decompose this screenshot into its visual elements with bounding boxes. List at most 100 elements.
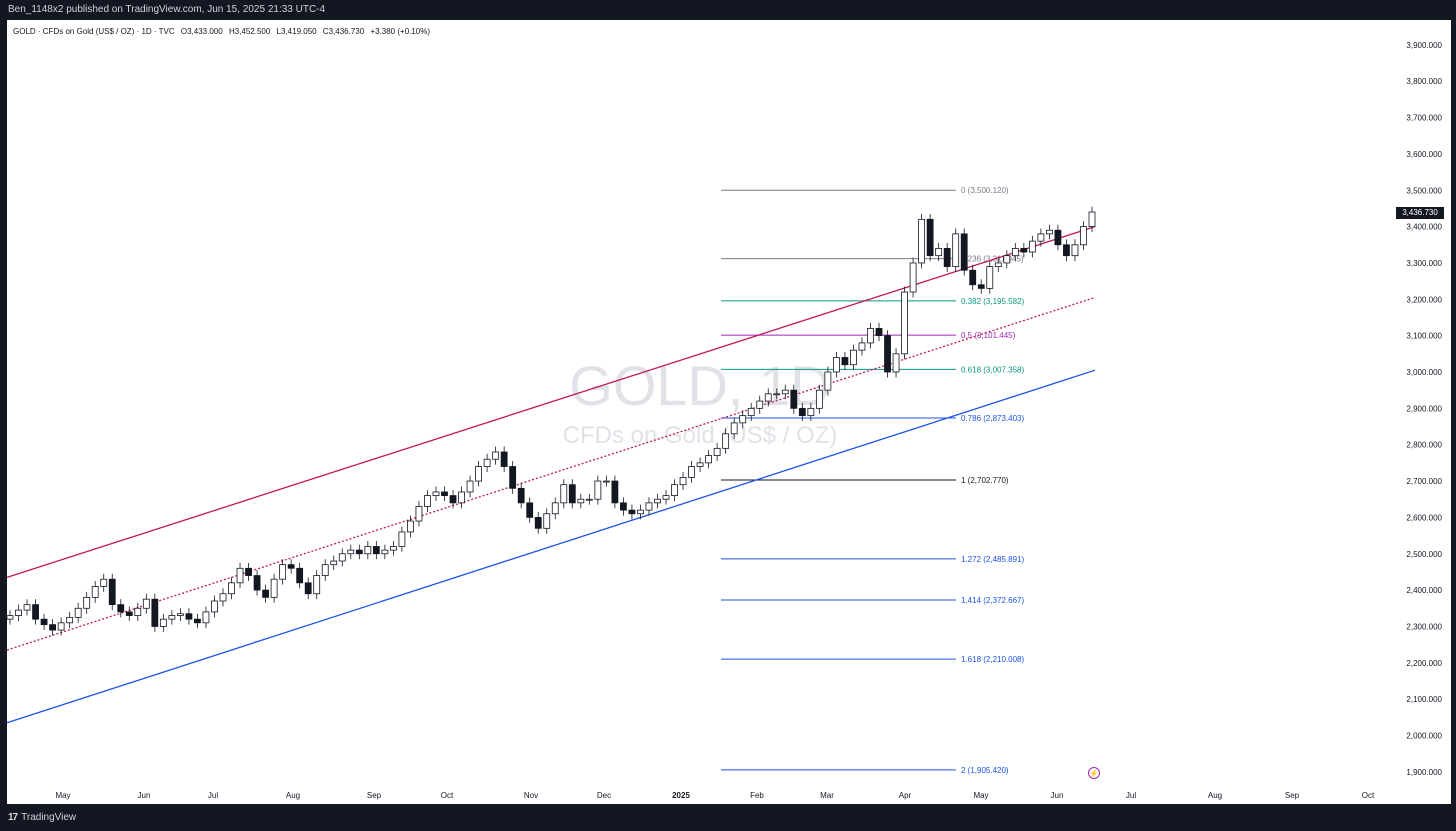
candle-body	[543, 513, 551, 529]
tv-logo-icon: 17	[8, 812, 18, 823]
candle-body	[398, 531, 406, 547]
candle-body	[458, 491, 465, 504]
candle-body	[662, 495, 670, 500]
x-tick-label: Sep	[367, 791, 382, 800]
ohlc-open: O3,433.000	[180, 27, 223, 36]
candle-body	[602, 480, 610, 483]
candle-body	[492, 451, 500, 460]
candle-body	[355, 549, 363, 555]
candle-body	[338, 553, 346, 562]
fib-levels[interactable]: 0 (3,500.120)0.236 (3,311.945)0.382 (3,1…	[721, 186, 1024, 775]
fib-label: 0.618 (3,007.358)	[961, 365, 1024, 374]
y-tick-label: 2,300.000	[1406, 622, 1442, 631]
candle-body	[1028, 240, 1036, 253]
candle-body	[304, 582, 312, 595]
x-tick-label: Oct	[441, 791, 454, 800]
tradingview-logo[interactable]: 17 TradingView	[8, 812, 76, 823]
y-tick-label: 3,100.000	[1406, 332, 1442, 341]
candle-body	[1020, 248, 1028, 253]
candle-body	[432, 491, 440, 496]
candle-body	[773, 393, 781, 396]
candle-body	[935, 248, 943, 257]
channel-line	[6, 369, 1096, 724]
candle-body	[176, 613, 184, 616]
candle-body	[747, 407, 755, 417]
y-tick-label: 2,000.000	[1406, 732, 1442, 741]
candles	[6, 206, 1096, 636]
chart-frame	[7, 20, 1451, 804]
candle-body	[875, 327, 883, 337]
candle-body	[407, 520, 414, 533]
candle-body	[270, 578, 278, 598]
candle-body	[49, 624, 56, 631]
candle-body	[330, 560, 338, 566]
candle-body	[125, 611, 133, 616]
flash-icon[interactable]: ⚡	[1088, 767, 1100, 779]
candle-body	[509, 466, 517, 489]
y-tick-label: 3,000.000	[1406, 368, 1442, 377]
candle-body	[364, 546, 372, 555]
channel-line	[6, 296, 1096, 651]
candle-body	[449, 495, 457, 504]
candle-body	[526, 502, 534, 518]
time-axis[interactable]: May Jun Jul Aug Sep Oct Nov Dec 2025 Feb Mar Apr May…	[55, 791, 1375, 800]
candle-body	[1063, 244, 1070, 257]
ohlc-high: H3,452.500	[228, 27, 271, 36]
candle-body	[551, 502, 559, 515]
channel-line	[6, 225, 1096, 578]
candle-body	[781, 389, 789, 395]
x-tick-label: Aug	[286, 791, 300, 800]
ohlc-low: L3,419.050	[276, 27, 317, 36]
x-tick-label: Jul	[208, 791, 218, 800]
candle-body	[389, 546, 397, 551]
candle-body	[620, 502, 627, 511]
candle-body	[372, 546, 380, 555]
x-tick-label: Oct	[1362, 791, 1375, 800]
candle-body	[841, 357, 849, 366]
symbol-legend: GOLD · CFDs on Gold (US$ / OZ) · 1D · TV…	[13, 27, 434, 36]
candle-body	[32, 604, 39, 620]
y-tick-label: 3,200.000	[1406, 295, 1442, 304]
candle-body	[824, 371, 832, 391]
candle-body	[534, 517, 542, 529]
candle-body	[159, 618, 167, 627]
candle-body	[654, 498, 661, 504]
candle-body	[892, 353, 900, 373]
publish-info: Ben_1148x2 published on TradingView.com,…	[8, 4, 326, 15]
y-tick-label: 1,900.000	[1406, 768, 1442, 777]
fib-label: 0 (3,500.120)	[961, 186, 1009, 195]
y-tick-label: 3,400.000	[1406, 223, 1442, 232]
candle-body	[185, 613, 193, 620]
price-axis[interactable]: 1,900.000 2,000.000 2,100.000 2,200.000 2,30…	[1406, 41, 1442, 777]
candle-body	[577, 498, 585, 504]
brand-name: TradingView	[21, 812, 77, 823]
candle-body	[245, 567, 252, 576]
y-tick-label: 3,800.000	[1406, 77, 1442, 86]
candle-body	[117, 604, 125, 613]
candle-body	[1037, 233, 1045, 242]
candle-body	[918, 218, 926, 264]
candle-body	[628, 509, 636, 515]
candle-body	[40, 618, 48, 626]
x-tick-label: May	[973, 791, 988, 800]
candle-body	[66, 616, 74, 624]
candle-body	[807, 407, 815, 417]
candle-body	[441, 491, 448, 496]
fib-label: 1.618 (2,210.008)	[961, 655, 1024, 664]
candle-body	[279, 564, 287, 580]
candle-body	[287, 564, 295, 569]
candle-body	[313, 575, 321, 595]
y-tick-label: 2,600.000	[1406, 513, 1442, 522]
x-tick-label: 2025	[672, 791, 690, 800]
y-tick-label: 3,700.000	[1406, 114, 1442, 123]
candle-body	[91, 586, 99, 598]
candle-body	[15, 609, 22, 616]
candle-body	[909, 262, 917, 293]
ohlc-change: +3.380 (+0.10%)	[370, 27, 431, 36]
fib-label: 1.414 (2,372.667)	[961, 596, 1024, 605]
candle-body	[228, 582, 235, 595]
y-tick-label: 2,900.000	[1406, 404, 1442, 413]
candle-body	[679, 477, 687, 486]
candle-body	[1080, 226, 1087, 246]
